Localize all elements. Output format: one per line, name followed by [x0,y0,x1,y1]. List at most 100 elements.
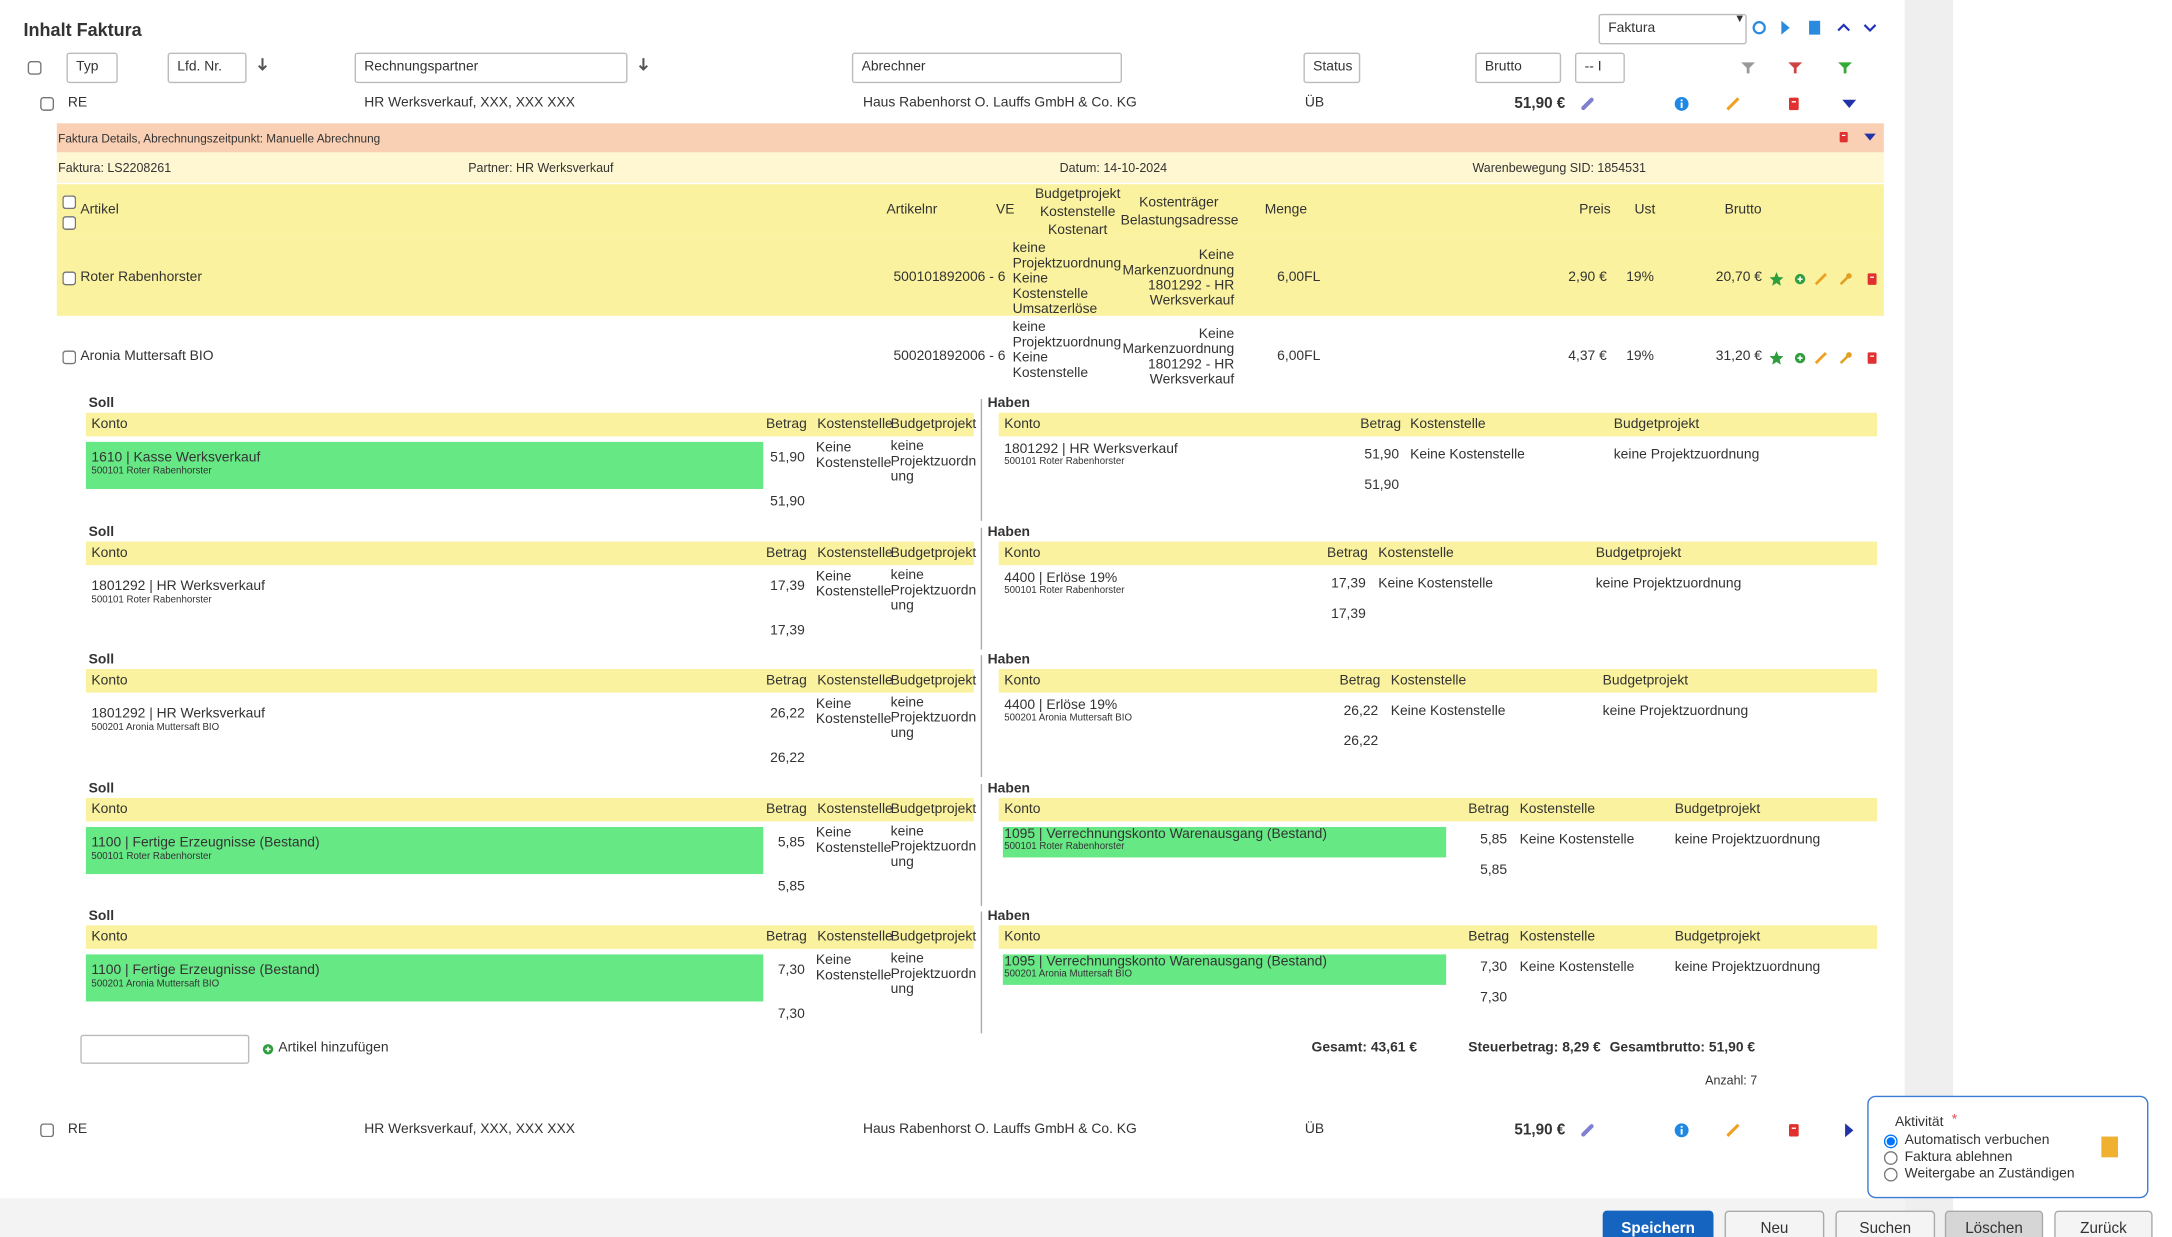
pencil-icon[interactable] [1725,96,1742,113]
konto-highlight [85,826,764,875]
hdr-budgetprojekt: Budgetprojekt [890,545,977,562]
haben-sub: 500101 Roter Rabenhorster [1004,457,1125,467]
radio[interactable] [1883,1134,1898,1149]
checkbox[interactable] [40,1123,55,1138]
checkbox[interactable] [62,271,77,286]
filter-input[interactable]: Typ [66,52,118,84]
activity-option[interactable]: Faktura ablehnen [1904,1149,2013,1165]
item-row [56,238,1884,316]
wrench-icon[interactable] [1837,350,1852,365]
konto-highlight [1002,826,1447,858]
arrowdown-icon[interactable] [254,56,269,71]
star-icon[interactable] [1768,350,1783,365]
clip-icon[interactable] [1579,1122,1596,1139]
details-bar [56,123,1884,153]
item-menge: 6,00FL [1277,349,1321,365]
filter-icon[interactable] [1740,60,1757,77]
soll-label: Soll [88,652,115,668]
button[interactable]: Speichern [1602,1210,1714,1237]
haben-konto: 1095 | Verrechnungskonto Warenausgang (B… [1004,954,1327,970]
tdown-icon[interactable] [1863,130,1877,144]
checkbox[interactable] [40,96,55,111]
activity-option[interactable]: Automatisch verbuchen [1904,1133,2050,1149]
soll-budget: keine Projektzuordnung [890,439,977,485]
haben-summe: 5,85 [1480,862,1508,879]
tright-icon[interactable] [1841,1122,1858,1139]
page-title: Inhalt Faktura [23,19,142,41]
radio[interactable] [1883,1151,1898,1165]
doc-icon[interactable] [2097,1134,2122,1159]
hdr-konto: Konto [91,929,128,945]
row-partner: HR Werksverkauf, XXX, XXX XXX [364,95,575,111]
filter-input[interactable]: Rechnungspartner [354,52,628,84]
del-icon[interactable] [1837,130,1851,144]
checkbox[interactable] [62,216,77,230]
filter-input[interactable]: Status [1303,52,1361,84]
haben-konto: 4400 | Erlöse 19% [1004,698,1118,714]
pencil-icon[interactable] [1813,271,1828,286]
plus-icon[interactable] [261,1042,273,1054]
activity-option[interactable]: Weitergabe an Zuständigen [1904,1166,2075,1182]
view-select[interactable]: Faktura [1598,13,1747,45]
plus-icon[interactable] [1793,351,1805,363]
star-icon[interactable] [1768,271,1783,286]
arrowdown-icon[interactable] [635,56,650,71]
checkbox[interactable] [62,350,77,365]
hdr-konto: Konto [91,802,128,818]
pencil-icon[interactable] [1813,350,1828,365]
konto-highlight [1002,954,1447,985]
hdr-budgetprojekt: Budgetprojekt [890,802,977,818]
info-icon[interactable] [1673,1122,1690,1139]
add-article[interactable]: Artikel hinzufügen [278,1040,389,1056]
button[interactable]: Zurück [2054,1210,2153,1237]
hdr-konto: Konto [1004,673,1041,689]
item-kostentraeger: Keine Markenzuordnung 1801292 - HR Werks… [1122,326,1235,388]
new-article-input[interactable] [80,1034,250,1064]
tdown-icon[interactable] [1841,96,1858,113]
item-artikelnr: 500201 [893,349,940,365]
row-typ: RE [67,95,88,111]
del-icon[interactable] [1864,271,1879,286]
haben-konto: 1095 | Verrechnungskonto Warenausgang (B… [1004,826,1327,843]
plus-icon[interactable] [1793,272,1805,284]
clip-icon[interactable] [1579,96,1596,113]
col-ust: Ust [1634,202,1656,218]
down-icon[interactable] [1862,19,1879,36]
haben-label: Haben [987,396,1030,412]
button[interactable]: Löschen [1944,1210,2044,1237]
info-sid: Warenbewegung SID: 1854531 [1472,160,1646,175]
hdr-konto: Konto [1004,545,1041,562]
del-icon[interactable] [1786,96,1803,113]
tright-icon[interactable] [1777,19,1794,36]
filter-input[interactable]: -- I [1574,52,1625,84]
hdr-betrag: Betrag [1468,802,1510,818]
del-icon[interactable] [1786,1122,1803,1139]
col-brutto: Brutto [1724,202,1762,218]
button[interactable]: Suchen [1835,1210,1936,1237]
pencil-icon[interactable] [1725,1122,1742,1139]
soll-sub: 500201 Aronia Muttersaft BIO [91,723,220,733]
filter-icon[interactable] [1837,60,1854,77]
soll-konto: 1100 | Fertige Erzeugnisse (Bestand) [91,962,320,978]
info-icon[interactable] [1673,96,1690,113]
haben-summe: 7,30 [1480,990,1508,1006]
radio[interactable] [1883,1167,1898,1182]
del-icon[interactable] [1864,350,1879,365]
filter-input[interactable]: Abrechner [851,52,1123,84]
wrench-icon[interactable] [1837,271,1852,286]
refresh-icon[interactable] [1751,19,1768,36]
doc-icon[interactable] [1806,19,1823,36]
info-datum: Datum: 14-10-2024 [1059,160,1168,175]
filter-input[interactable]: Brutto [1475,52,1562,84]
filter-icon[interactable] [1787,60,1804,77]
hdr-betrag: Betrag [1360,416,1402,433]
button[interactable]: Neu [1724,1210,1825,1237]
hdr-kostenstelle: Kostenstelle [1410,416,1486,433]
up-icon[interactable] [1835,19,1852,36]
anzahl: Anzahl: 7 [1705,1073,1758,1088]
checkbox[interactable] [62,195,77,210]
checkbox[interactable] [27,60,42,75]
soll-betrag: 5,85 [777,835,805,851]
filter-input[interactable]: Lfd. Nr. [167,52,247,84]
col-budget: Budgetprojekt Kostenstelle Kostenart [1034,187,1121,239]
